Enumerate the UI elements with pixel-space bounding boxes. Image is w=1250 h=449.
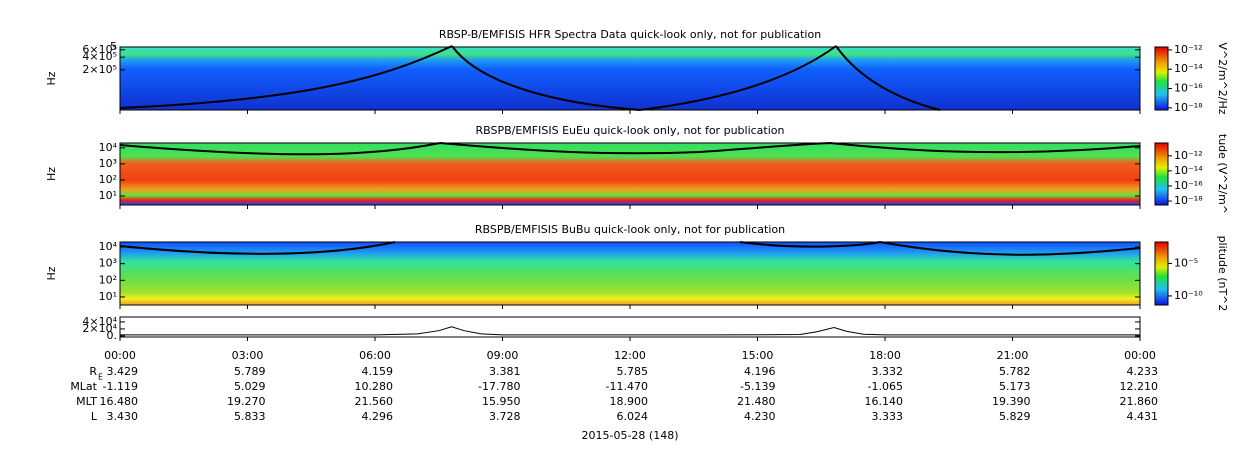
y-tick-label: 2×10⁴ [82, 322, 117, 335]
ephemeris-value: 4.233 [1127, 365, 1159, 378]
colorbar [1154, 241, 1169, 306]
ephemeris-value: 4.296 [362, 410, 394, 423]
gyro-curve [119, 45, 941, 111]
ephemeris-value: 5.833 [234, 410, 266, 423]
y-axis-label: Hz [45, 167, 58, 181]
y-tick-label: 10⁴ [99, 141, 118, 154]
ephemeris-value: 5.029 [234, 380, 266, 393]
x-tick-label: 15:00 [742, 349, 774, 362]
ephemeris-value: 3.429 [107, 365, 139, 378]
ephemeris-value: -1.119 [103, 380, 138, 393]
y-tick-label: 0. [107, 329, 118, 342]
ephemeris-value: 4.196 [744, 365, 776, 378]
date-label: 2015-05-28 (148) [581, 429, 678, 442]
spectrogram [120, 47, 1140, 110]
panel-title: RBSPB/EMFISIS BuBu quick-look only, not … [475, 223, 785, 236]
colorbar-label: V^2/m^2/Hz [1216, 42, 1229, 114]
x-tick-label: 00:00 [104, 349, 136, 362]
colorbar-tick-label: 10⁻¹⁴ [1174, 62, 1203, 75]
ephemeris-value: 4.431 [1127, 410, 1159, 423]
panel-title: RBSPB/EMFISIS EuEu quick-look only, not … [475, 124, 784, 137]
ephemeris-value: -5.139 [740, 380, 775, 393]
x-tick-label: 03:00 [232, 349, 264, 362]
y-tick-label: 4×10⁵ [82, 50, 117, 63]
colorbar-tick-label: 10⁻¹⁶ [1174, 82, 1203, 95]
ephemeris-value: 16.140 [865, 395, 904, 408]
ephemeris-value: 18.900 [610, 395, 649, 408]
ephemeris-label: MLT [76, 395, 97, 408]
ephemeris-value: 21.560 [355, 395, 394, 408]
ephemeris-subscript: E [98, 373, 103, 382]
y-tick-label: 6×10⁵ [82, 43, 117, 56]
colorbar-label: plitude (nT^2 [1216, 236, 1229, 312]
ephemeris-value: 12.210 [1120, 380, 1159, 393]
ephemeris-label: R [89, 365, 97, 378]
y-tick-label: 10² [99, 173, 117, 186]
ephemeris-value: 6.024 [617, 410, 649, 423]
ephemeris-value: 4.230 [744, 410, 776, 423]
colorbar-tick-label: 10⁻¹² [1174, 149, 1203, 162]
colorbar-tick-label: 10⁻⁵ [1174, 256, 1198, 269]
colorbar-tick-label: 10⁻¹² [1174, 43, 1203, 56]
ephemeris-value: -1.065 [868, 380, 903, 393]
ephemeris-value: 15.950 [482, 395, 521, 408]
ephemeris-value: 3.333 [872, 410, 904, 423]
y-tick-label: 10¹ [99, 290, 117, 303]
ephemeris-value: 3.332 [872, 365, 904, 378]
colorbar-label: tude (V^2/m^ [1216, 134, 1229, 214]
line [120, 326, 1140, 336]
y-tick-label: 10³ [99, 257, 117, 270]
y-tick-label: 10³ [99, 157, 117, 170]
ephemeris-value: 4.159 [362, 365, 394, 378]
colorbar [1154, 142, 1169, 206]
ephemeris-value: 10.280 [355, 380, 394, 393]
ephemeris-value: 21.480 [737, 395, 776, 408]
gyro-curve [119, 241, 1141, 256]
ephemeris-value: 5.829 [999, 410, 1031, 423]
y-tick-label: 10² [99, 273, 117, 286]
ephemeris-value: -17.780 [478, 380, 520, 393]
y-tick-label: 5 [110, 40, 117, 53]
ephemeris-value: -11.470 [606, 380, 648, 393]
y-tick-label: 10⁴ [99, 240, 118, 253]
x-tick-label: 09:00 [487, 349, 519, 362]
y-axis-label: Hz [45, 71, 58, 85]
x-tick-label: 21:00 [997, 349, 1029, 362]
colorbar-tick-label: 10⁻¹⁸ [1174, 194, 1203, 207]
x-tick-label: 18:00 [869, 349, 901, 362]
x-tick-label: 06:00 [359, 349, 391, 362]
ephemeris-value: 21.860 [1120, 395, 1159, 408]
ephemeris-value: 3.728 [489, 410, 521, 423]
ephemeris-value: 19.270 [227, 395, 266, 408]
x-tick-label: 12:00 [614, 349, 646, 362]
ephemeris-value: 5.785 [617, 365, 649, 378]
y-axis-label: Hz [45, 266, 58, 280]
y-tick-label: 10¹ [99, 189, 117, 202]
ephemeris-value: 16.480 [100, 395, 139, 408]
gyro-curve [119, 142, 1141, 156]
colorbar-tick-label: 10⁻¹⁶ [1174, 179, 1203, 192]
panel-frame [119, 316, 1141, 338]
colorbar-tick-label: 10⁻¹⁸ [1174, 101, 1203, 114]
y-tick-label: 2×10⁵ [82, 63, 117, 76]
ephemeris-value: 3.430 [107, 410, 139, 423]
ephemeris-value: 5.789 [234, 365, 266, 378]
ephemeris-value: 19.390 [992, 395, 1031, 408]
y-tick-label: 4×10⁴ [82, 315, 117, 328]
colorbar-tick-label: 10⁻¹⁰ [1174, 289, 1203, 302]
panel-title: RBSP-B/EMFISIS HFR Spectra Data quick-lo… [439, 28, 821, 41]
ephemeris-value: 5.173 [999, 380, 1031, 393]
ephemeris-label: MLat [70, 380, 97, 393]
colorbar [1154, 46, 1169, 111]
ephemeris-value: 3.381 [489, 365, 521, 378]
colorbar-tick-label: 10⁻¹⁴ [1174, 164, 1203, 177]
ephemeris-label: L [91, 410, 98, 423]
ephemeris-value: 5.782 [999, 365, 1031, 378]
spectrogram [120, 242, 1140, 305]
x-tick-label: 00:00 [1124, 349, 1156, 362]
